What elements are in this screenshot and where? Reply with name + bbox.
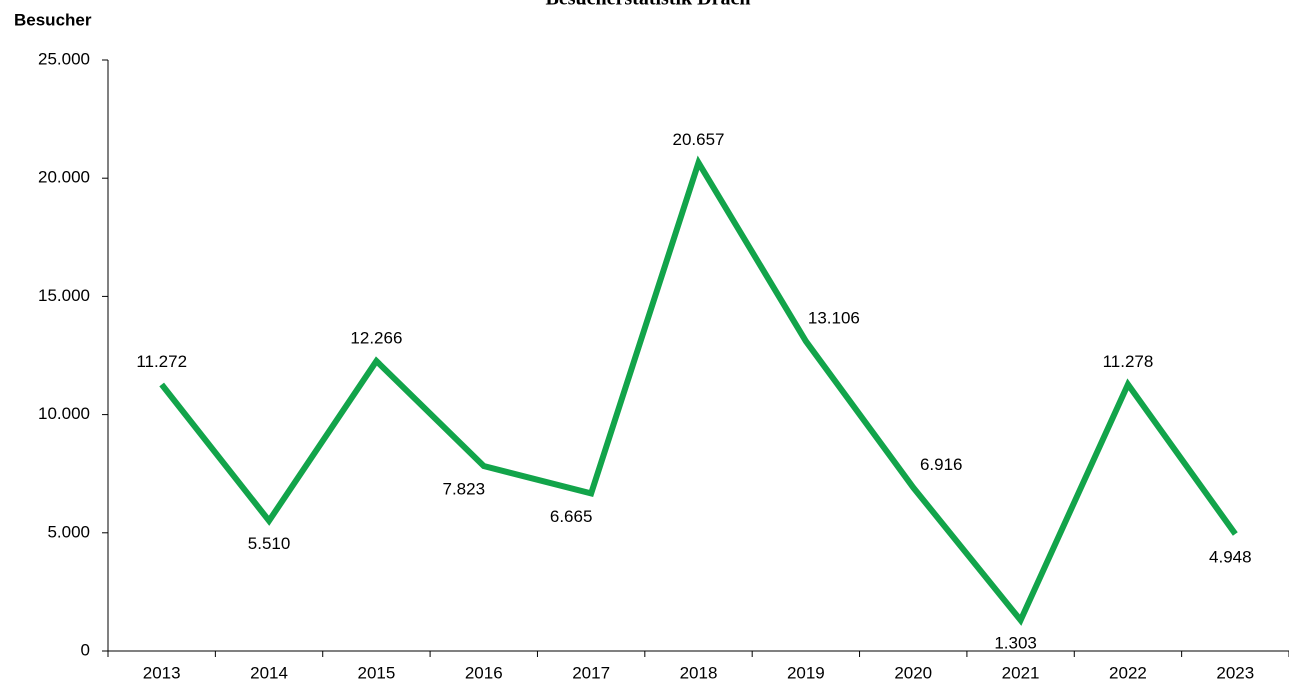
data-label: 11.272: [136, 352, 187, 371]
y-axis-label: Besucher: [14, 10, 92, 29]
x-tick-label: 2020: [894, 663, 932, 682]
x-tick-label: 2021: [1002, 663, 1040, 682]
y-tick-label: 25.000: [38, 49, 90, 68]
x-tick-label: 2016: [465, 663, 503, 682]
y-tick-label: 20.000: [38, 168, 90, 187]
x-tick-label: 2022: [1109, 663, 1147, 682]
chart-title: Besucherstatistik Drach: [546, 0, 751, 10]
y-tick-label: 10.000: [38, 404, 90, 423]
y-tick-label: 15.000: [38, 286, 90, 305]
x-tick-label: 2017: [572, 663, 610, 682]
data-label: 6.916: [920, 455, 963, 474]
data-label: 12.266: [350, 329, 402, 348]
data-label: 5.510: [248, 534, 291, 553]
x-tick-label: 2014: [250, 663, 288, 682]
data-label: 4.948: [1209, 548, 1252, 567]
x-tick-label: 2013: [143, 663, 181, 682]
x-tick-label: 2019: [787, 663, 825, 682]
data-label: 11.278: [1103, 352, 1154, 371]
data-label: 13.106: [808, 309, 860, 328]
data-label: 20.657: [673, 130, 725, 149]
data-line: [159, 155, 1238, 626]
data-label: 1.303: [994, 634, 1037, 653]
x-tick-label: 2018: [680, 663, 718, 682]
x-tick-label: 2015: [357, 663, 395, 682]
y-tick-label: 5.000: [47, 522, 90, 541]
x-tick-label: 2023: [1216, 663, 1254, 682]
data-label: 7.823: [442, 480, 485, 499]
data-label: 6.665: [550, 507, 593, 526]
y-tick-label: 0: [81, 640, 90, 659]
